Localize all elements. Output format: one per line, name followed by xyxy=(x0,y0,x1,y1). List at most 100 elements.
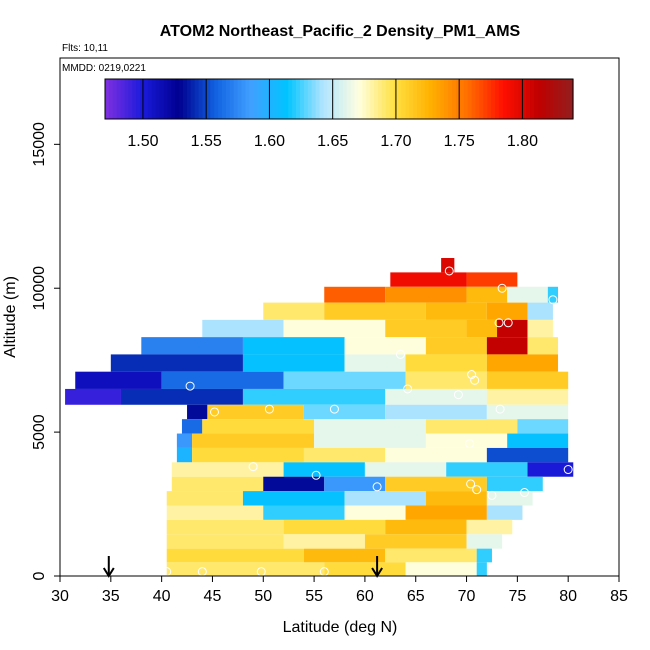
colorbar-swatch xyxy=(136,79,141,119)
sample-marker xyxy=(403,384,413,394)
colorbar-swatch xyxy=(354,79,360,119)
heatmap-cell xyxy=(263,476,325,492)
colorbar-swatch xyxy=(491,79,496,119)
sample-marker xyxy=(209,407,219,417)
colorbar-swatch xyxy=(214,79,219,119)
heatmap-cell xyxy=(324,286,386,303)
heatmap-cell xyxy=(425,419,518,434)
colorbar-swatch xyxy=(323,79,328,119)
colorbar-swatch xyxy=(385,79,391,119)
heatmap-cell xyxy=(405,371,487,389)
y-axis: 0 5000 10000 15000 xyxy=(31,122,60,580)
sample-marker xyxy=(494,318,504,328)
heatmap-cell xyxy=(486,388,569,405)
colorbar-swatch xyxy=(327,79,332,119)
colorbar-swatch xyxy=(366,79,371,119)
heatmap-cell xyxy=(65,388,121,405)
colorbar-swatch xyxy=(276,79,282,119)
colorbar-swatch xyxy=(210,79,215,119)
colorbar-swatch xyxy=(389,79,395,119)
heatmap-cell xyxy=(486,476,543,492)
colorbar-swatch xyxy=(249,79,254,119)
heatmap-cell xyxy=(486,371,569,389)
colorbar-swatch xyxy=(132,79,137,119)
x-tick-label: 65 xyxy=(407,588,425,605)
heatmap-cell xyxy=(166,548,304,563)
colorbar-swatch xyxy=(335,79,340,119)
heatmap-cell xyxy=(385,388,487,405)
x-tick-label: 40 xyxy=(153,588,171,605)
colorbar-swatch xyxy=(194,79,200,119)
heatmap-cell xyxy=(425,302,487,320)
heatmap-cell xyxy=(181,419,203,434)
colorbar-swatch xyxy=(561,79,566,119)
sample-marker xyxy=(470,375,480,385)
colorbar-swatch xyxy=(530,79,535,119)
y-tick-label: 5000 xyxy=(31,414,48,450)
colorbar-swatch xyxy=(463,79,469,119)
heatmap-cell xyxy=(466,272,518,287)
heatmap-cell xyxy=(324,562,406,576)
colorbar-swatch xyxy=(342,79,348,119)
colorbar-swatch xyxy=(229,79,235,119)
sample-marker xyxy=(248,462,258,472)
colorbar-swatch xyxy=(128,79,133,119)
heatmap-cell xyxy=(283,534,365,549)
sample-marker xyxy=(185,381,195,391)
heatmap-cell xyxy=(141,337,243,355)
colorbar-swatch xyxy=(147,79,153,119)
heatmap-cell xyxy=(405,562,477,576)
chart-title: ATOM2 Northeast_Pacific_2 Density_PM1_AM… xyxy=(160,23,521,40)
colorbar-swatch xyxy=(362,79,367,119)
heatmap-cell xyxy=(476,548,492,563)
colorbar-swatch xyxy=(405,79,410,119)
sample-marker xyxy=(372,482,382,492)
sample-marker xyxy=(329,404,339,414)
colorbar-tick-label: 1.55 xyxy=(191,133,222,150)
colorbar-swatch xyxy=(495,79,500,119)
colorbar-swatch xyxy=(549,79,555,119)
colorbar-swatch xyxy=(475,79,480,119)
heatmap-cell xyxy=(385,286,467,303)
colorbar-swatch xyxy=(502,79,508,119)
colorbar-tick-label: 1.65 xyxy=(317,133,348,150)
colorbar-tick-label: 1.70 xyxy=(380,133,411,150)
heatmap-cell xyxy=(364,462,447,477)
heatmap-cell xyxy=(176,433,193,448)
heatmap-cell xyxy=(192,447,304,463)
colorbar-swatch xyxy=(292,79,297,119)
colorbar-swatch xyxy=(432,79,438,119)
colorbar-swatch xyxy=(257,79,262,119)
sample-marker xyxy=(503,318,513,328)
colorbar-swatch xyxy=(401,79,406,119)
heatmap-cell xyxy=(364,534,467,549)
colorbar-swatch xyxy=(452,79,457,119)
heatmap-cell xyxy=(202,319,284,338)
y-tick-label: 15000 xyxy=(31,122,48,167)
heatmap-cell xyxy=(486,505,523,520)
heatmap-cell xyxy=(405,505,487,520)
colorbar-swatch xyxy=(456,79,461,119)
heatmap-cell xyxy=(283,462,365,477)
colorbar-swatch xyxy=(105,79,110,119)
sample-marker xyxy=(264,404,274,414)
heatmap-cell xyxy=(385,404,487,420)
heatmap-cell xyxy=(161,371,284,389)
colorbar-swatch xyxy=(202,79,207,119)
colorbar-swatch xyxy=(444,79,449,119)
heatmap-cell xyxy=(171,476,264,492)
sample-marker xyxy=(487,490,497,500)
colorbar-swatch xyxy=(206,79,211,119)
heatmap-cell xyxy=(517,419,569,434)
colorbar-swatch xyxy=(311,79,317,119)
colorbar-tick-label: 1.60 xyxy=(254,133,285,150)
colorbar-swatch xyxy=(280,79,285,119)
colorbar-swatch xyxy=(350,79,356,119)
heatmap-cell xyxy=(207,404,304,420)
heatmap-cell xyxy=(527,337,559,355)
colorbar-swatch xyxy=(534,79,539,119)
heatmap-layer xyxy=(65,258,574,576)
heatmap-cell xyxy=(263,302,325,320)
colorbar-swatch xyxy=(222,79,227,119)
